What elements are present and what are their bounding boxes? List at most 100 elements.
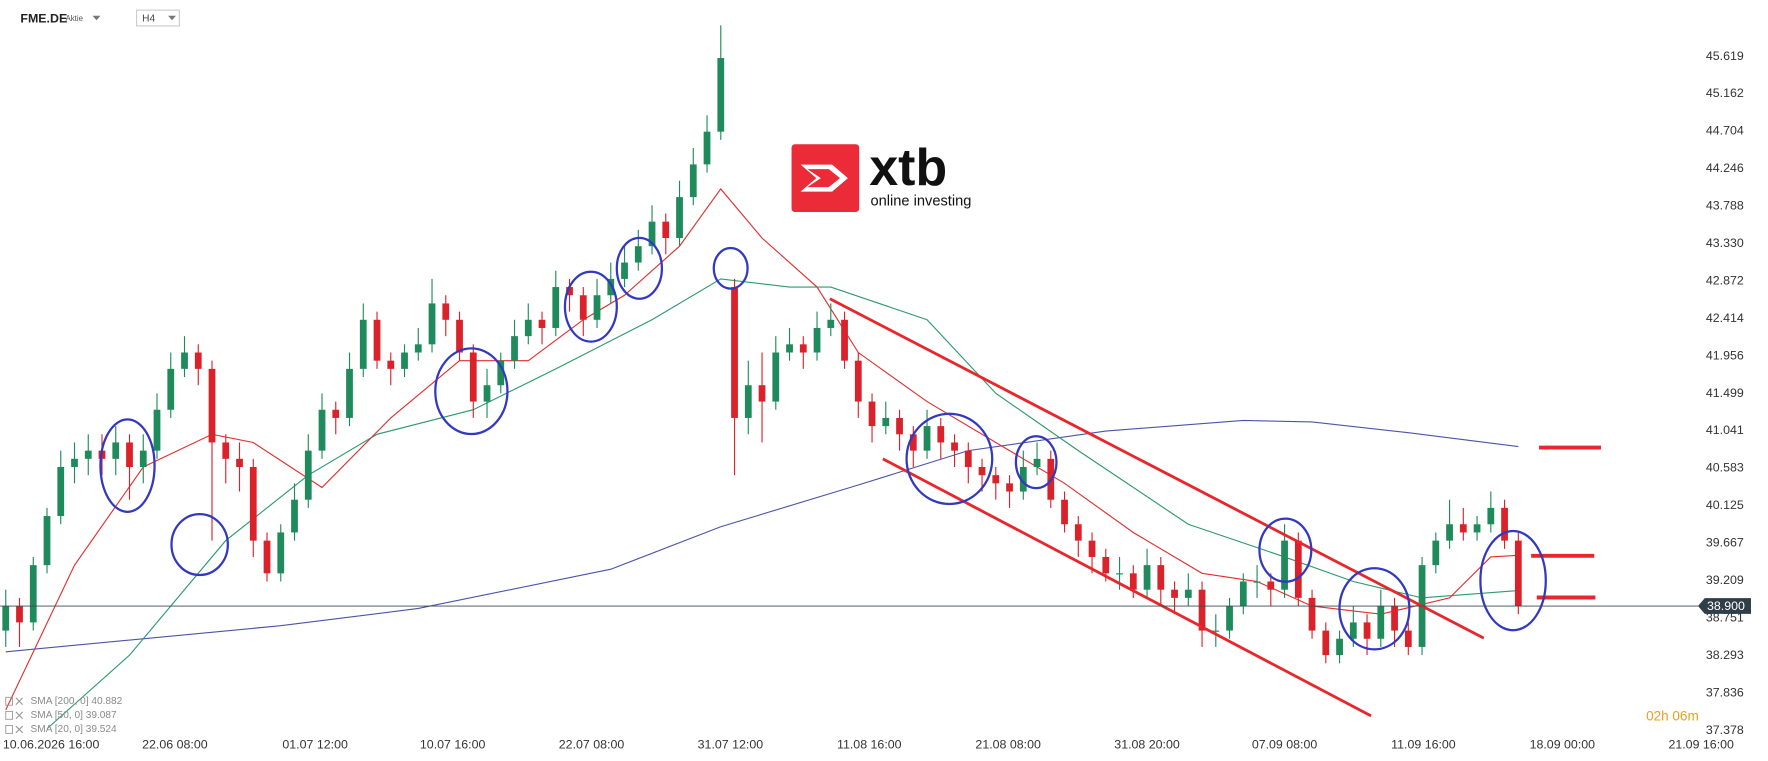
circle: [1479, 529, 1547, 632]
y-tick-label: 40.583: [1706, 461, 1744, 475]
candle-body: [29, 565, 37, 623]
candle-body: [1473, 524, 1481, 533]
candle-body: [1322, 630, 1330, 656]
y-tick-label: 41.956: [1706, 348, 1744, 362]
candle-body: [277, 532, 285, 574]
legend-close: [15, 711, 24, 720]
y-tick-label: 43.330: [1706, 236, 1744, 250]
x-tick-label: 10.06.2026 16:00: [3, 737, 100, 751]
x-tick-label: 21.08 08:00: [975, 737, 1041, 751]
circle: [1258, 517, 1313, 583]
candle-body: [194, 352, 202, 369]
candle-body: [964, 450, 972, 468]
candle-body: [607, 278, 615, 296]
y-tick-label: 44.246: [1706, 161, 1744, 175]
candle-body: [511, 336, 518, 361]
candle-body: [1391, 606, 1398, 631]
candle-body: [951, 442, 958, 451]
candle-body: [772, 352, 780, 402]
candle-body: [758, 385, 766, 402]
circle: [905, 412, 994, 506]
candle-body: [1102, 556, 1110, 574]
candle-body: [1459, 524, 1467, 533]
candle-body: [813, 327, 821, 353]
logo-tagline: online investing: [870, 194, 971, 210]
circle: [434, 347, 509, 436]
candle-body: [552, 287, 560, 328]
candle-body: [882, 417, 890, 427]
candle-body: [1143, 565, 1151, 590]
timeframe-dropdown[interactable]: [168, 15, 176, 21]
candle-body: [167, 368, 175, 410]
candle-body: [346, 368, 353, 418]
x-tick-label: 01.07 12:00: [282, 737, 348, 751]
candle-body: [731, 287, 738, 418]
x-tick-label: 10.07 16:00: [420, 737, 486, 751]
candle-body: [71, 458, 78, 468]
candle-body: [923, 426, 931, 451]
x-tick-label: 22.07 08:00: [559, 737, 625, 751]
timeframe[interactable]: H4: [142, 13, 155, 24]
candle-body: [689, 164, 697, 198]
candle-body: [593, 295, 601, 320]
candle-body: [1514, 540, 1522, 607]
candle-body: [676, 197, 683, 239]
candle-body: [1157, 565, 1165, 590]
candle-body: [1349, 622, 1357, 639]
candle-body: [1019, 467, 1027, 492]
candle-body: [249, 467, 257, 541]
symbol-dropdown[interactable]: [92, 15, 101, 21]
circle: [615, 236, 664, 300]
instrument-type: Aktie: [66, 14, 84, 23]
y-tick-label: 40.125: [1706, 498, 1744, 512]
candle-body: [799, 344, 807, 353]
legend-icon: [5, 710, 13, 720]
candle-body: [1404, 630, 1412, 647]
legend-label: SMA [200, 0] 40.882: [31, 696, 123, 707]
candle-body: [1501, 507, 1508, 541]
candle-body: [662, 221, 670, 239]
candle-body: [442, 303, 450, 320]
candle-body: [139, 450, 147, 468]
last-price-box: [1697, 598, 1751, 614]
candle-body: [208, 368, 216, 443]
logo-mark: [791, 144, 860, 212]
candle-body: [387, 360, 395, 369]
candle-body: [1267, 581, 1275, 590]
x-tick-label: 11.09 16:00: [1391, 737, 1456, 751]
candle-body: [896, 417, 903, 435]
candle-body: [318, 409, 326, 451]
candle-body: [126, 442, 133, 468]
candle-body: [937, 426, 945, 443]
candle-body: [16, 606, 23, 623]
candle-body: [786, 344, 793, 353]
legend-label: SMA [50, 0] 39.087: [31, 710, 117, 721]
legend-icon: [5, 696, 13, 706]
candle-body: [1074, 524, 1082, 541]
candle-body: [854, 360, 862, 402]
candle-body: [1129, 573, 1137, 590]
circle: [563, 270, 618, 343]
candle-body: [703, 131, 711, 165]
circle: [712, 246, 749, 290]
y-tick-label: 38.751: [1706, 611, 1744, 625]
candle-body: [1006, 483, 1013, 492]
candle-body: [579, 295, 587, 320]
x-tick-label: 21.09 16:00: [1668, 737, 1734, 751]
y-tick-label: 41.499: [1706, 386, 1744, 400]
candle-body: [2, 606, 10, 631]
candle-body: [291, 499, 298, 533]
candle-body: [304, 450, 312, 500]
candle-body: [373, 319, 381, 361]
candle-body: [497, 360, 505, 386]
candle-body: [428, 303, 436, 345]
y-tick-label: 37.378: [1706, 723, 1744, 737]
candle-body: [992, 475, 1000, 484]
logo-name: xtb: [869, 138, 947, 196]
symbol[interactable]: FME.DE: [20, 11, 67, 25]
candle-body: [1377, 606, 1385, 639]
circle: [1338, 567, 1411, 651]
timeframe-box[interactable]: [135, 9, 180, 27]
candle-body: [414, 344, 422, 353]
